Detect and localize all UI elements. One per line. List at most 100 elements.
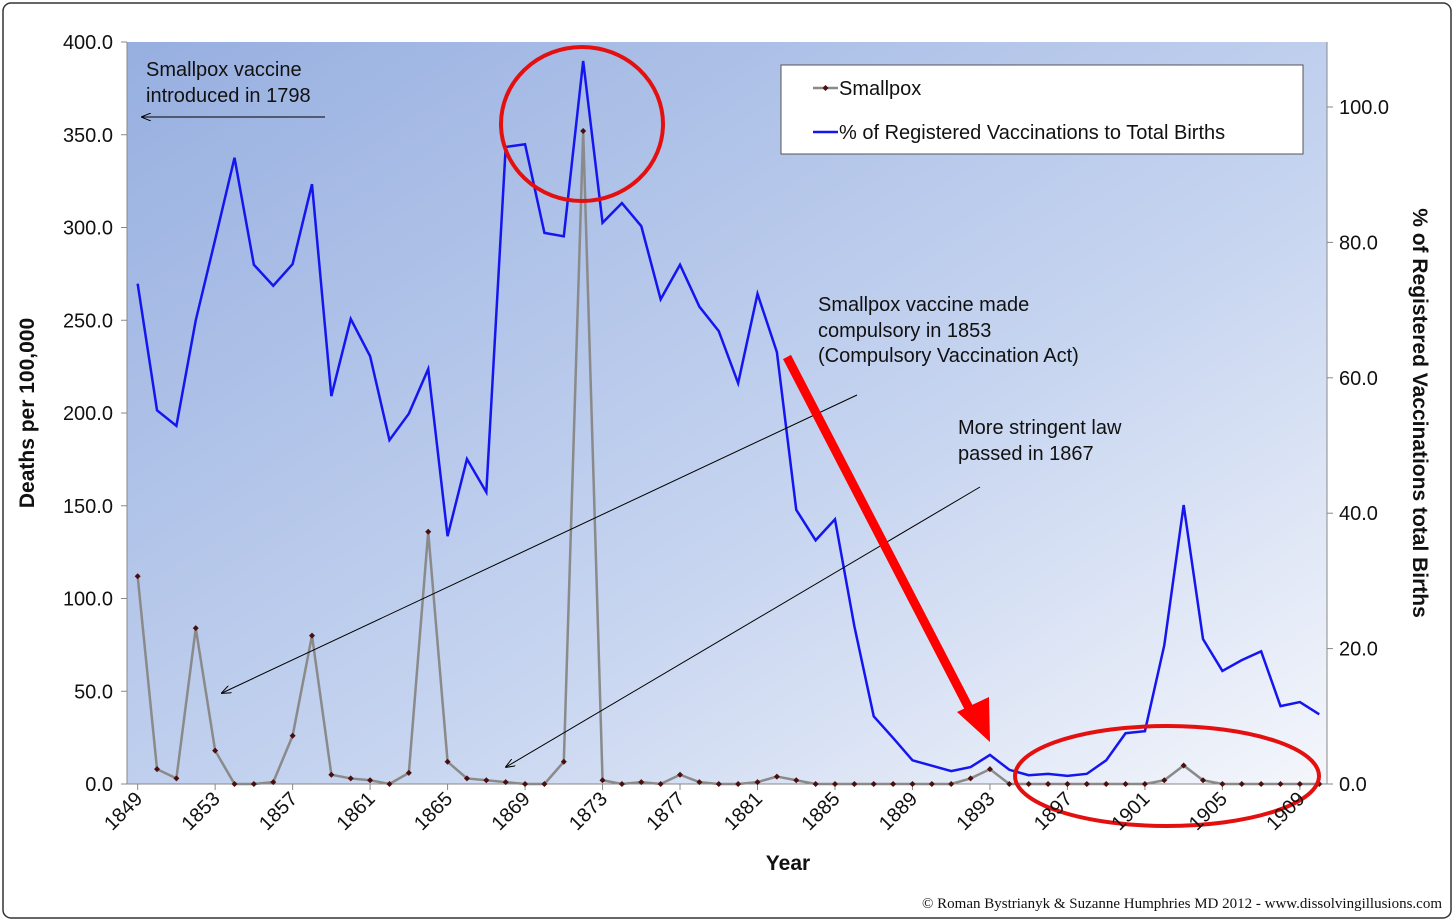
y-tick-label: 200.0 [63,403,113,425]
point [870,781,877,787]
point [1200,777,1207,784]
point [696,779,703,786]
point [638,779,645,786]
point [192,625,199,632]
point [1103,781,1110,787]
point [405,769,412,776]
annotation: (Compulsory Vaccination Act) [818,345,1079,367]
point [289,732,296,739]
point [1161,777,1168,784]
point [1296,781,1303,787]
credit: © Roman Bystrianyk & Suzanne Humphries M… [922,896,1442,912]
point [502,779,509,786]
legend-label: % of Registered Vaccinations to Total Bi… [839,122,1225,144]
point [773,773,780,780]
x-axis-title: Year [766,852,810,875]
point [599,777,606,784]
point [812,781,819,787]
y-tick-label: 400.0 [63,32,113,54]
point [212,747,219,754]
y2-tick-label: 80.0 [1339,232,1378,254]
annotation: More stringent law [958,417,1122,439]
annotation-arrow [222,394,858,693]
point [928,781,935,787]
point [890,781,897,787]
annotation: Smallpox vaccine made [818,294,1029,316]
point [1122,781,1129,787]
point [754,779,761,786]
point [715,781,722,787]
highlight-circle [499,45,665,203]
point [1180,762,1187,769]
point [580,128,587,135]
y2-tick-label: 40.0 [1339,503,1378,525]
point [986,766,993,773]
point [948,781,955,787]
point [483,777,490,784]
annotation: passed in 1867 [958,443,1094,465]
point [1238,781,1245,787]
point [270,779,277,786]
y2-tick-label: 100.0 [1339,97,1389,119]
point [618,781,625,787]
series-line [136,131,1320,786]
point [1277,781,1284,787]
y2-tick-label: 60.0 [1339,368,1378,390]
point [1006,781,1013,787]
point [134,573,141,580]
plot-area [127,42,1327,784]
point [463,775,470,782]
point [1064,781,1071,787]
y-tick-label: 0.0 [85,774,113,796]
y2-axis-title: % of Registered Vaccinations total Birth… [1408,208,1431,618]
point [347,775,354,782]
annotation-arrow [506,486,981,767]
highlight-arrow-head [957,697,990,742]
point [657,781,664,787]
y-tick-label: 50.0 [74,681,113,703]
annotation: Smallpox vaccine [146,59,302,81]
point [1025,781,1032,787]
series-line [136,60,1320,778]
annotation: compulsory in 1853 [818,320,991,342]
point [560,758,567,765]
legend-marker [822,85,829,91]
point [541,781,548,787]
legend-label: Smallpox [839,78,921,100]
point [154,766,161,773]
legend [780,64,1304,155]
y-tick-label: 350.0 [63,125,113,147]
point [425,528,432,535]
point [173,775,180,782]
y-tick-label: 250.0 [63,310,113,332]
point [522,781,529,787]
point [677,771,684,778]
y-axis-title: Deaths per 100,000 [16,318,39,508]
point [250,781,257,787]
point [1141,781,1148,787]
y2-tick-label: 0.0 [1339,774,1367,796]
annotation: introduced in 1798 [146,85,311,107]
point [793,777,800,784]
y-tick-label: 300.0 [63,218,113,240]
highlight-circle [1013,724,1321,828]
highlight-arrow [783,354,976,717]
point [444,758,451,765]
point [1258,781,1265,787]
point [909,781,916,787]
point [328,771,335,778]
y-tick-label: 150.0 [63,496,113,518]
point [831,781,838,787]
point [231,781,238,787]
y-tick-label: 100.0 [63,589,113,611]
point [967,775,974,782]
point [1045,781,1052,787]
y2-tick-label: 20.0 [1339,639,1378,661]
point [851,781,858,787]
point [386,781,393,787]
point [308,632,315,639]
point [735,781,742,787]
point [1083,781,1090,787]
point [367,777,374,784]
